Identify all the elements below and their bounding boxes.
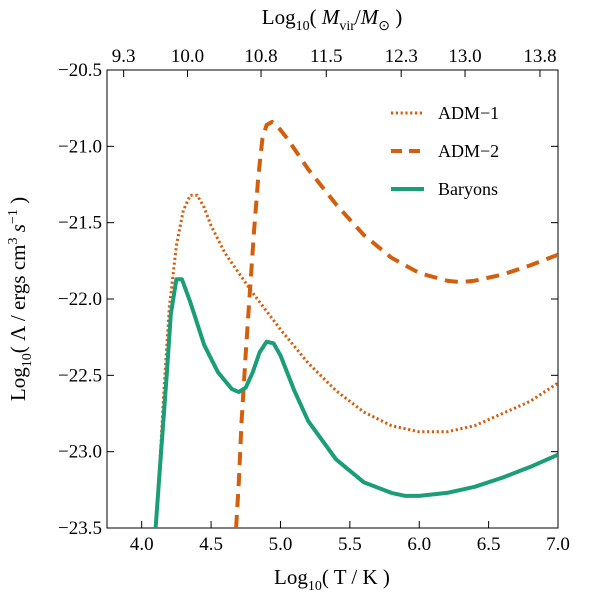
y-axis-title-sub: 10 [20,353,35,367]
series-line-baryons [153,277,558,528]
x-tick-label: 6.0 [407,534,431,555]
series-layer [153,119,558,528]
x-axis-title-part: ( T / K ) [322,565,390,589]
top-axis-title-sub: ⊙ [378,19,390,34]
x-axis-title-part: Log [274,565,308,589]
top-tick-label: 13.8 [523,46,556,67]
tick-marks [107,69,559,529]
top-axis-title-part: M [321,5,341,29]
y-axis-title-part: s [6,224,30,237]
top-axis-title-part: / [355,5,361,29]
legend-label: ADM−1 [438,103,499,123]
legend: ADM−1 ADM−2 Baryons [391,103,499,199]
top-axis-title-part: M [360,5,380,29]
x-tick-label: 4.5 [199,534,223,555]
top-axis-title-part: Log [262,5,296,29]
top-tick-label: 10.8 [244,46,277,67]
x-tick-label: 5.0 [269,534,293,555]
y-axis-title: Log10( Λ / ergs cm3 s−1 ) [6,197,35,401]
x-axis-title-sub: 10 [308,579,322,594]
top-tick-label: 11.5 [310,46,343,67]
legend-label: ADM−2 [438,141,499,161]
y-tick-label: −23.0 [58,442,102,463]
y-tick-label: −22.0 [58,289,102,310]
top-axis-title-sub: 10 [296,19,310,34]
top-tick-label: 10.0 [171,46,204,67]
y-axis-title-sup: 3 [6,237,21,244]
y-tick-label: −20.5 [58,60,102,81]
top-axis-title-part: ( [310,5,322,29]
x-axis-title: Log10( T / K ) [274,565,390,594]
y-axis-title-part: Log [6,367,30,401]
y-axis-title-part: ( Λ / ergs cm [6,244,30,353]
y-axis-title-part: ) [6,197,30,209]
x-tick-label: 7.0 [546,534,570,555]
series-line-adm-2 [234,119,558,528]
x-tick-label: 5.5 [338,534,362,555]
y-axis-title-sup: −1 [6,209,21,224]
x-tick-label: 4.0 [130,534,154,555]
top-tick-label: 9.3 [112,46,136,67]
top-tick-label: 13.0 [448,46,481,67]
top-axis-title-sub: vir [339,19,355,34]
series-line-adm-1 [154,193,558,528]
y-tick-label: −23.5 [58,518,102,539]
top-axis-title: Log10( Mvir/M⊙ ) [262,5,402,34]
x-tick-label: 6.5 [477,534,501,555]
y-tick-label: −21.0 [58,136,102,157]
y-tick-label: −22.5 [58,365,102,386]
y-tick-label: −21.5 [58,213,102,234]
top-axis-title-part: ) [390,5,402,29]
legend-label: Baryons [438,179,498,199]
top-tick-label: 12.3 [385,46,418,67]
